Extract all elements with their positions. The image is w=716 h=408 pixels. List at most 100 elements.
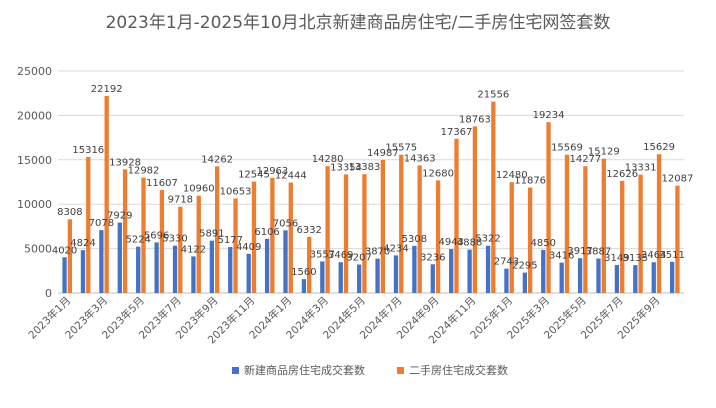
bar-second (417, 165, 422, 293)
data-label-second: 12444 (275, 170, 307, 181)
bar-new (430, 264, 435, 293)
bar-second (215, 166, 220, 293)
data-label-second: 14277 (569, 154, 601, 165)
bar-second (141, 177, 146, 293)
data-label-new: 3416 (549, 251, 574, 262)
data-label-new: 4943 (438, 237, 463, 248)
legend-label-new: 新建商品房住宅成交套数 (244, 364, 365, 377)
bar-second (583, 166, 588, 293)
bar-second (601, 158, 606, 293)
bar-second (454, 138, 459, 293)
bar-new (596, 258, 601, 293)
y-tick-label: 15000 (17, 154, 52, 167)
bar-second (104, 95, 109, 293)
data-label-new: 4888 (457, 238, 482, 249)
data-label-new: 2743 (494, 257, 519, 268)
data-label-new: 3464 (641, 250, 666, 261)
data-label-second: 15129 (588, 147, 620, 158)
bar-new (504, 268, 509, 293)
data-label-new: 5322 (475, 234, 500, 245)
data-label-new: 4409 (236, 242, 261, 253)
bar-new (301, 279, 307, 293)
bar-new (209, 240, 214, 293)
bar-new (467, 249, 472, 293)
bar-second (233, 198, 238, 293)
data-label-second: 12545 (238, 170, 270, 181)
bar-second (399, 154, 404, 293)
data-label-new: 3207 (346, 253, 371, 264)
chart-title: 2023年1月-2025年10月北京新建商品房住宅/二手房住宅网签套数 (105, 13, 611, 33)
bar-new (338, 262, 343, 293)
data-label-second: 11876 (514, 176, 546, 187)
data-label-new: 4122 (181, 244, 206, 255)
data-label-second: 10960 (183, 184, 215, 195)
data-label-new: 2295 (512, 261, 537, 272)
y-tick-label: 10000 (17, 198, 52, 211)
bar-new (136, 246, 141, 293)
bar-second (528, 187, 533, 293)
data-label-new: 3511 (659, 250, 684, 261)
data-label-second: 13331 (625, 163, 657, 174)
data-label-new: 7056 (273, 218, 298, 229)
data-label-new: 3870 (365, 247, 390, 258)
bar-second (288, 182, 293, 293)
bar-new (614, 265, 620, 293)
bar-new (541, 249, 546, 293)
legend-item-second: 二手房住宅成交套数 (397, 362, 508, 378)
bar-new (449, 249, 454, 293)
bar-new (264, 238, 270, 293)
data-label-second: 14280 (312, 154, 344, 165)
data-label-second: 12087 (662, 174, 694, 185)
bar-second (325, 166, 330, 293)
bar-new (375, 258, 380, 293)
data-label-new: 4234 (383, 243, 408, 254)
y-tick-label: 20000 (17, 109, 52, 122)
bar-second (86, 156, 91, 293)
data-label-second: 9718 (168, 195, 193, 206)
data-label-second: 21556 (477, 90, 509, 101)
data-label-second: 11607 (146, 178, 178, 189)
bar-new (80, 250, 86, 293)
data-label-second: 8308 (57, 207, 82, 218)
data-label-second: 13354 (330, 162, 362, 173)
bar-new (651, 262, 656, 293)
bar-new (228, 247, 233, 293)
legend: 新建商品房住宅成交套数 二手房住宅成交套数 (232, 362, 508, 378)
data-label-new: 6106 (254, 227, 279, 238)
data-label-new: 3135 (623, 253, 648, 264)
data-label-second: 10653 (220, 186, 252, 197)
legend-swatch-new (232, 366, 239, 374)
bar-new (393, 255, 399, 293)
bar-second (472, 126, 478, 294)
bar-new (172, 245, 178, 293)
data-label-second: 6332 (296, 225, 321, 236)
y-tick-label: 25000 (17, 65, 52, 78)
data-label-new: 5696 (144, 230, 169, 241)
data-label-second: 19234 (533, 110, 565, 121)
data-label-second: 15569 (551, 143, 583, 154)
data-label-new: 3557 (310, 249, 335, 260)
data-label-new: 4850 (531, 238, 556, 249)
data-label-second: 12626 (606, 169, 638, 180)
data-label-second: 12982 (128, 166, 160, 177)
data-label-new: 1560 (291, 267, 316, 278)
bar-second (307, 236, 312, 293)
data-label-new: 7929 (107, 211, 132, 222)
bar-second (251, 181, 257, 293)
bar-second (656, 154, 662, 293)
data-label-second: 15629 (643, 142, 675, 153)
data-label-second: 12480 (496, 170, 528, 181)
data-label-new: 5308 (402, 234, 427, 245)
bar-second (343, 174, 349, 293)
bar-second (122, 169, 128, 293)
data-label-second: 12680 (422, 168, 454, 179)
bar-second (564, 154, 570, 293)
data-label-new: 3149 (604, 253, 629, 264)
bar-second (178, 206, 183, 293)
legend-item-new: 新建商品房住宅成交套数 (232, 362, 365, 378)
bar-second (620, 180, 625, 293)
bar-second (159, 189, 165, 293)
bar-second (491, 101, 496, 293)
bar-second (270, 177, 275, 293)
